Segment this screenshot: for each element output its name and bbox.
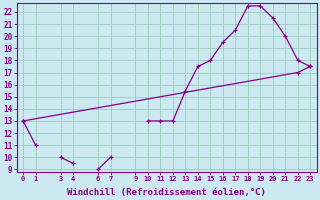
X-axis label: Windchill (Refroidissement éolien,°C): Windchill (Refroidissement éolien,°C) bbox=[67, 188, 266, 197]
